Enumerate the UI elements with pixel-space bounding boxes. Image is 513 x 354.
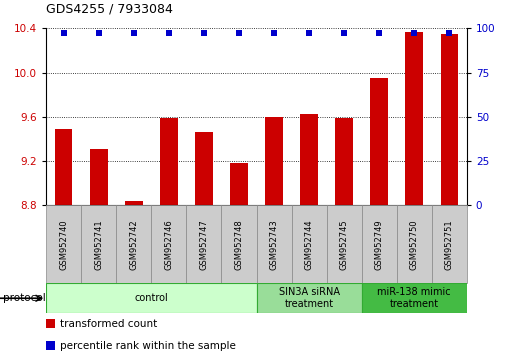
Text: GSM952749: GSM952749 [374,219,384,270]
Bar [222,205,256,283]
Text: GSM952742: GSM952742 [129,219,139,270]
Text: percentile rank within the sample: percentile rank within the sample [60,341,235,351]
Text: protocol: protocol [3,293,45,303]
Text: GSM952746: GSM952746 [164,219,173,270]
Text: GSM952747: GSM952747 [200,219,208,270]
Text: GSM952745: GSM952745 [340,219,349,270]
Text: GSM952740: GSM952740 [59,219,68,270]
Text: GSM952751: GSM952751 [445,219,454,270]
Bar [125,201,143,205]
Bar [432,205,467,283]
Bar [90,149,108,205]
Bar [230,163,248,205]
Bar [55,129,72,205]
Text: control: control [134,293,168,303]
Bar [362,283,467,313]
Text: GSM952750: GSM952750 [410,219,419,270]
Bar [46,205,81,283]
Bar [405,32,423,205]
Bar [265,117,283,205]
Text: transformed count: transformed count [60,319,157,329]
Text: GSM952741: GSM952741 [94,219,103,270]
Bar [46,319,55,328]
Bar [291,205,327,283]
Bar [397,205,432,283]
Bar [441,34,458,205]
Bar [256,283,362,313]
Bar [327,205,362,283]
Bar [160,118,177,205]
Text: GSM952744: GSM952744 [305,219,313,270]
Text: SIN3A siRNA
treatment: SIN3A siRNA treatment [279,287,340,309]
Bar [195,132,213,205]
Bar [370,78,388,205]
Text: GSM952743: GSM952743 [269,219,279,270]
Bar [116,205,151,283]
Bar [186,205,222,283]
Text: GSM952748: GSM952748 [234,219,244,270]
Bar [46,283,256,313]
Bar [81,205,116,283]
Bar [256,205,291,283]
Bar [151,205,186,283]
Text: GDS4255 / 7933084: GDS4255 / 7933084 [46,3,173,16]
Bar [336,118,353,205]
Text: miR-138 mimic
treatment: miR-138 mimic treatment [378,287,451,309]
Bar [300,114,318,205]
Bar [46,341,55,350]
Bar [362,205,397,283]
